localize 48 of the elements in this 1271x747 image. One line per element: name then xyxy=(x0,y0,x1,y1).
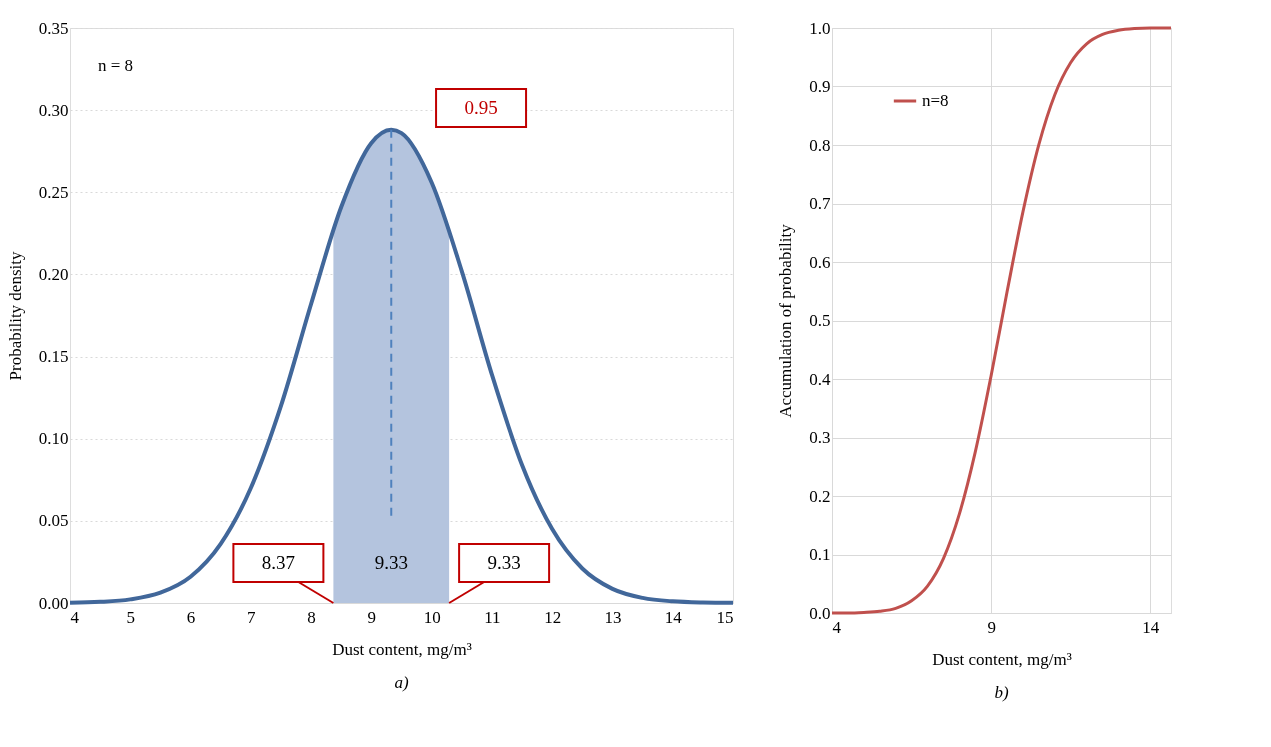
x-tick-label: 14 xyxy=(1142,617,1160,637)
x-axis-title: Dust content, mg/m³ xyxy=(932,649,1072,669)
x-tick-label: 13 xyxy=(604,607,622,627)
annotation: 9.33 xyxy=(487,552,521,573)
x-tick-label: 5 xyxy=(126,607,136,627)
x-tick-label: 6 xyxy=(186,607,196,627)
y-axis-title: Accumulation of probability xyxy=(776,223,796,418)
y-tick-label: 0.9 xyxy=(809,77,831,96)
y-tick-label: 0.2 xyxy=(809,486,831,506)
annotation: 0.95 xyxy=(464,97,498,118)
y-tick-label: 0.3 xyxy=(809,428,831,447)
x-tick-label: 10 xyxy=(423,607,441,627)
y-tick-label: 0.4 xyxy=(809,369,831,389)
x-tick-label: 4 xyxy=(70,607,80,627)
x-tick-label: 12 xyxy=(544,607,562,627)
x-tick-label: 11 xyxy=(484,607,501,627)
y-tick-label: 0.6 xyxy=(809,252,831,272)
annotation: n = 8 xyxy=(98,56,134,75)
x-axis-title: Dust content, mg/m³ xyxy=(332,639,472,659)
x-tick-label: 9 xyxy=(367,607,377,627)
y-tick-label: 0.7 xyxy=(809,194,831,213)
annotation: 8.37 xyxy=(261,552,296,573)
y-tick-label: 0.1 xyxy=(809,545,831,564)
y-tick-label: 0.00 xyxy=(38,593,69,613)
y-tick-label: 0.05 xyxy=(38,511,69,531)
y-tick-label: 0.25 xyxy=(38,182,69,202)
y-tick-label: 1.0 xyxy=(809,18,831,38)
x-tick-label: 8 xyxy=(307,607,316,627)
y-tick-label: 0.35 xyxy=(38,18,69,38)
line-series xyxy=(68,127,735,605)
x-tick-label: 14 xyxy=(664,607,683,627)
line-series xyxy=(830,26,1173,615)
y-tick-label: 0.10 xyxy=(38,429,69,449)
x-tick-label: 15 xyxy=(716,607,734,627)
y-axis-title: Probability density xyxy=(5,251,25,381)
x-tick-label: 9 xyxy=(987,617,996,637)
text: a) xyxy=(394,673,409,692)
y-tick-label: 0.30 xyxy=(38,100,69,120)
y-tick-label: 0.5 xyxy=(809,311,831,330)
y-tick-label: 0.0 xyxy=(809,603,831,623)
legend-label: n=8 xyxy=(922,91,949,110)
text: b) xyxy=(994,683,1009,702)
x-tick-label: 4 xyxy=(832,617,842,637)
y-tick-label: 0.20 xyxy=(38,264,69,284)
x-tick-label: 7 xyxy=(247,607,257,627)
y-tick-label: 0.8 xyxy=(809,135,831,155)
y-tick-label: 0.15 xyxy=(38,347,69,367)
annotation: 9.33 xyxy=(374,552,408,573)
